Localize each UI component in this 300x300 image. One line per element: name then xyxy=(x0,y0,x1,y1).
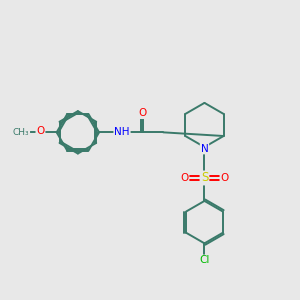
Text: O: O xyxy=(36,126,45,136)
Text: Cl: Cl xyxy=(199,255,210,266)
Text: NH: NH xyxy=(114,127,130,137)
Text: S: S xyxy=(201,172,208,184)
Text: O: O xyxy=(139,108,147,118)
Text: N: N xyxy=(201,143,208,154)
Text: O: O xyxy=(220,173,229,183)
Text: O: O xyxy=(180,173,189,183)
Text: CH₃: CH₃ xyxy=(13,128,29,137)
